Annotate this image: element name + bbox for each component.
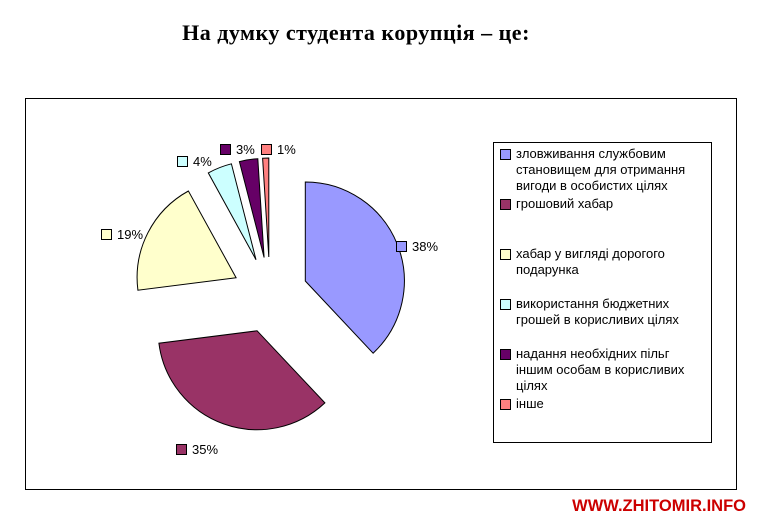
pie-point-label: 3% xyxy=(220,142,255,157)
pie-point-label: 38% xyxy=(396,239,438,254)
legend-item: інше xyxy=(500,396,709,446)
pie-point-label: 1% xyxy=(261,142,296,157)
chart-title: На думку студента корупція – це: xyxy=(182,20,530,45)
chart-legend: зловживання службовим становищем для отр… xyxy=(493,142,712,443)
pie-label-value: 4% xyxy=(193,154,212,169)
legend-swatch xyxy=(500,199,511,210)
legend-item: зловживання службовим становищем для отр… xyxy=(500,146,709,196)
pie-label-swatch xyxy=(396,241,407,252)
legend-swatch xyxy=(500,349,511,360)
pie-label-value: 38% xyxy=(412,239,439,254)
pie-point-label: 19% xyxy=(101,227,143,242)
watermark-text: WWW.ZHITOMIR.INFO xyxy=(572,497,746,515)
pie-label-swatch xyxy=(220,144,231,155)
legend-label: використання бюджетних грошей в корислив… xyxy=(516,296,679,327)
pie-label-swatch xyxy=(261,144,272,155)
legend-label: інше xyxy=(516,396,544,411)
legend-swatch xyxy=(500,149,511,160)
legend-swatch xyxy=(500,399,511,410)
legend-label: надання необхідних пільг іншим особам в … xyxy=(516,346,685,393)
pie-point-label: 35% xyxy=(176,442,218,457)
pie-label-value: 19% xyxy=(117,227,144,242)
legend-label: зловживання службовим становищем для отр… xyxy=(516,146,686,193)
legend-swatch xyxy=(500,249,511,260)
legend-label: хабар у вигляді дорогого подарунка xyxy=(516,246,665,277)
pie-label-swatch xyxy=(101,229,112,240)
pie-label-value: 35% xyxy=(192,442,219,457)
legend-item: грошовий хабар xyxy=(500,196,709,246)
legend-item: використання бюджетних грошей в корислив… xyxy=(500,296,709,346)
pie-label-swatch xyxy=(177,156,188,167)
legend-label: грошовий хабар xyxy=(516,196,614,211)
legend-item: надання необхідних пільг іншим особам в … xyxy=(500,346,709,396)
pie-point-label: 4% xyxy=(177,154,212,169)
pie-label-value: 3% xyxy=(236,142,255,157)
legend-swatch xyxy=(500,299,511,310)
legend-item: хабар у вигляді дорогого подарунка xyxy=(500,246,709,296)
pie-label-value: 1% xyxy=(277,142,296,157)
pie-label-swatch xyxy=(176,444,187,455)
